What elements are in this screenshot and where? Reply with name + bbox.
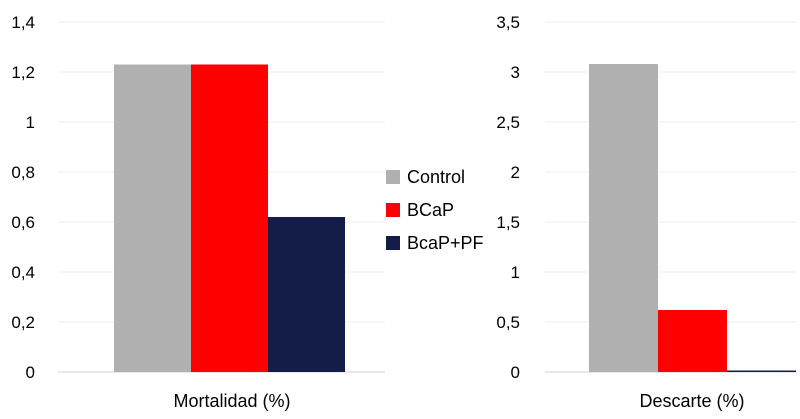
- legend-label-bcap-pf: BcaP+PF: [407, 233, 484, 253]
- legend-swatch-control: [386, 170, 400, 184]
- y-tick-label: 0,6: [11, 213, 35, 232]
- bar-bcap: [191, 64, 268, 372]
- chart-panel-2: 0 0,5 1 1,5 2 2,5 3 3,5 Descarte (%): [496, 13, 797, 411]
- y-tick-label: 3,5: [496, 13, 520, 32]
- bar-bcap-pf: [268, 217, 345, 372]
- y-tick-label: 2,5: [496, 113, 520, 132]
- y-tick-label: 0: [26, 363, 35, 382]
- x-axis-label: Descarte (%): [639, 391, 744, 411]
- y-tick-label: 1: [511, 263, 520, 282]
- y-tick-label: 1,4: [11, 13, 35, 32]
- legend-swatch-bcap: [386, 203, 400, 217]
- x-axis-label: Mortalidad (%): [173, 391, 290, 411]
- y-tick-label: 1: [26, 113, 35, 132]
- legend-swatch-bcap-pf: [386, 236, 400, 250]
- y-tick-label: 0,2: [11, 313, 35, 332]
- y-tick-label: 2: [511, 163, 520, 182]
- y-tick-label: 0: [511, 363, 520, 382]
- legend-label-control: Control: [407, 167, 465, 187]
- y-tick-label: 0,4: [11, 263, 35, 282]
- bar-bcap-pf: [727, 370, 796, 372]
- bar-control: [114, 64, 191, 372]
- legend-label-bcap: BCaP: [407, 200, 454, 220]
- y-tick-label: 1,2: [11, 63, 35, 82]
- y-tick-label: 0,5: [496, 313, 520, 332]
- legend: Control BCaP BcaP+PF: [386, 167, 484, 253]
- bar-bcap: [658, 310, 727, 372]
- bar-control: [589, 64, 658, 372]
- chart-panel-1: 0 0,2 0,4 0,6 0,8 1 1,2 1,4 Mortalidad (%): [11, 13, 385, 411]
- y-tick-label: 0,8: [11, 163, 35, 182]
- y-tick-label: 1,5: [496, 213, 520, 232]
- y-tick-label: 3: [511, 63, 520, 82]
